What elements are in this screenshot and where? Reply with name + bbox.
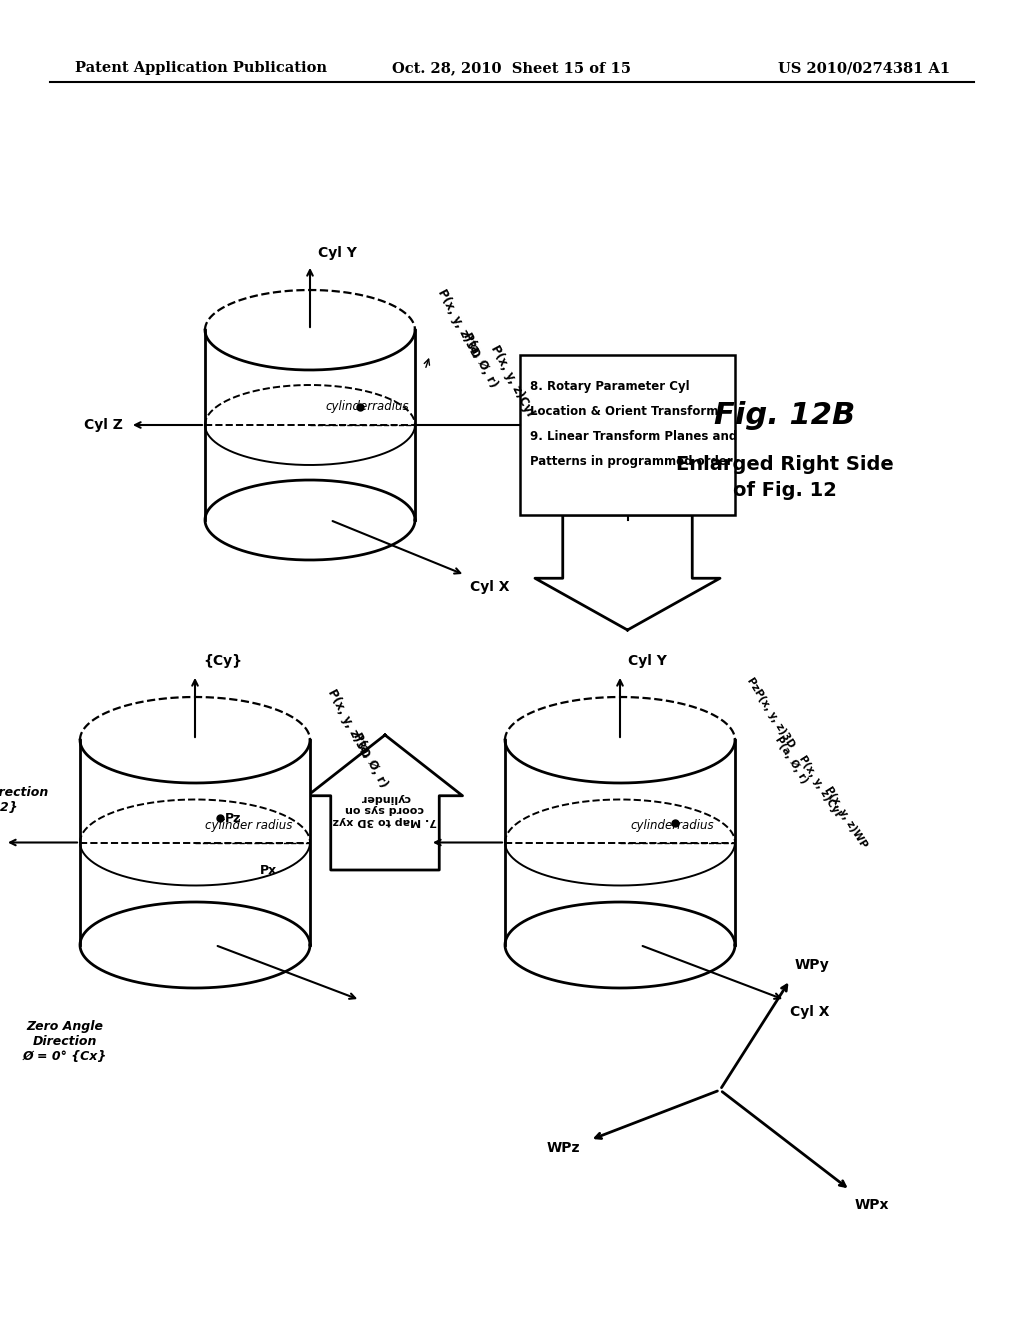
Polygon shape: [80, 741, 310, 945]
Text: PzP(x, y, z)3D: PzP(x, y, z)3D: [745, 676, 797, 750]
Text: Cyl Z: Cyl Z: [384, 836, 423, 850]
Polygon shape: [205, 290, 415, 370]
Text: Cyl Y: Cyl Y: [628, 653, 667, 668]
Text: Patent Application Publication: Patent Application Publication: [75, 61, 327, 75]
Text: cylinderradius: cylinderradius: [630, 820, 714, 833]
Polygon shape: [505, 697, 735, 783]
Polygon shape: [80, 902, 310, 987]
Text: P(a, Ø, r): P(a, Ø, r): [460, 330, 500, 389]
Polygon shape: [307, 735, 463, 870]
Text: Pz: Pz: [225, 813, 242, 825]
Text: P(x, y, z)WP: P(x, y, z)WP: [823, 785, 868, 850]
Text: WPz: WPz: [547, 1140, 580, 1155]
Text: WPx: WPx: [855, 1199, 890, 1212]
Polygon shape: [535, 515, 720, 630]
Text: Cyl X: Cyl X: [470, 579, 510, 594]
Text: P(x, y, z)3D: P(x, y, z)3D: [325, 686, 372, 760]
Polygon shape: [80, 697, 310, 783]
Text: Patterns in programmed order: Patterns in programmed order: [530, 455, 733, 469]
Text: P(x, y, z)Cyl: P(x, y, z)Cyl: [488, 343, 537, 418]
Polygon shape: [205, 330, 415, 520]
Text: 8. Rotary Parameter Cyl: 8. Rotary Parameter Cyl: [530, 380, 689, 393]
Text: P(a, Ø, r): P(a, Ø, r): [350, 730, 390, 789]
Polygon shape: [205, 480, 415, 560]
Polygon shape: [505, 902, 735, 987]
Text: Enlarged Right Side: Enlarged Right Side: [676, 455, 894, 474]
Text: P(x, y, z)Cyl: P(x, y, z)Cyl: [797, 754, 842, 818]
Text: Location & Orient Transform: Location & Orient Transform: [530, 405, 719, 418]
Text: Cyl Y: Cyl Y: [318, 246, 357, 260]
Text: Px: Px: [260, 865, 278, 876]
Text: Zero Angle
Direction
Ø = 0° {Cx}: Zero Angle Direction Ø = 0° {Cx}: [23, 1020, 108, 1063]
Text: cylinderradius: cylinderradius: [325, 400, 409, 413]
Text: P(x, y, z)3D: P(x, y, z)3D: [435, 286, 482, 360]
Text: Fig. 12B: Fig. 12B: [715, 400, 856, 429]
Text: WPy: WPy: [795, 958, 829, 972]
Text: US 2010/0274381 A1: US 2010/0274381 A1: [778, 61, 950, 75]
Text: Cyl X: Cyl X: [790, 1005, 829, 1019]
Text: {Cy}: {Cy}: [203, 653, 242, 668]
Text: 9. Linear Transform Planes and: 9. Linear Transform Planes and: [530, 430, 737, 444]
Text: Axis Direction
{C2}: Axis Direction {C2}: [0, 785, 49, 814]
Text: Oct. 28, 2010  Sheet 15 of 15: Oct. 28, 2010 Sheet 15 of 15: [392, 61, 632, 75]
Text: Cyl Z: Cyl Z: [84, 418, 123, 432]
Bar: [520, 355, 735, 515]
Text: P(a, Ø, r): P(a, Ø, r): [773, 734, 810, 785]
Text: cylinder radius: cylinder radius: [205, 820, 293, 833]
Text: 7. Map to 3D xyz
coord sys on
cylinder: 7. Map to 3D xyz coord sys on cylinder: [333, 792, 437, 826]
Polygon shape: [505, 741, 735, 945]
Text: of Fig. 12: of Fig. 12: [733, 480, 837, 499]
